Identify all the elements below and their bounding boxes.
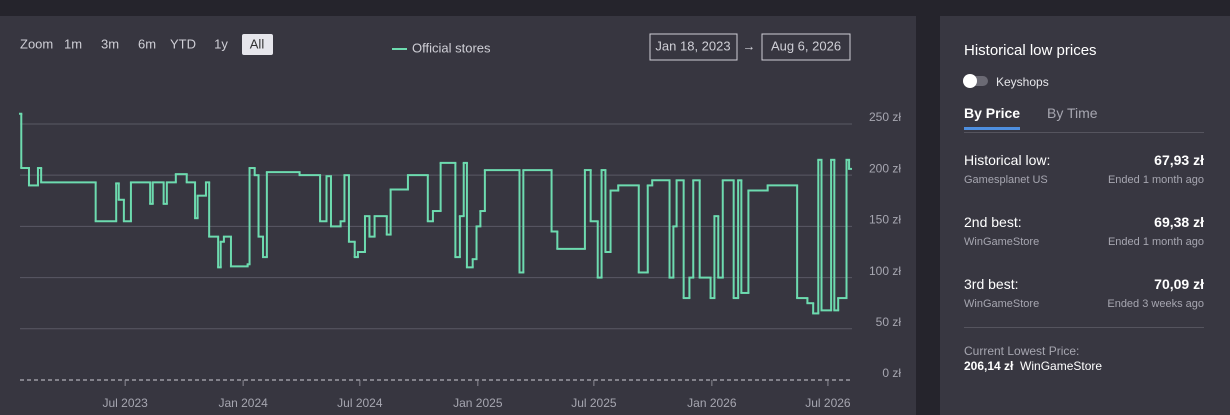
zoom-label: Zoom (20, 36, 53, 51)
x-tick-label: Jan 2024 (218, 396, 268, 410)
zoom-button[interactable]: 3m (101, 36, 119, 51)
entry-ended: Ended 3 weeks ago (1107, 298, 1204, 310)
divider (964, 132, 1204, 133)
range-to[interactable]: Aug 6, 2026 (771, 38, 841, 53)
current-store: WinGameStore (1020, 359, 1103, 373)
entry-ended: Ended 1 month ago (1107, 174, 1204, 186)
y-tick-label: 150 zł (869, 213, 901, 227)
y-tick-label: 200 zł (869, 161, 901, 175)
entry-store: WinGameStore (964, 236, 1040, 248)
entry-ended: Ended 1 month ago (1107, 236, 1204, 248)
tab[interactable]: By Time (1047, 105, 1098, 121)
panel-title: Historical low prices (964, 42, 1097, 59)
zoom-button[interactable]: YTD (170, 36, 196, 51)
zoom-button[interactable]: 1y (214, 36, 228, 51)
x-tick-label: Jan 2025 (453, 396, 503, 410)
legend-label[interactable]: Official stores (412, 40, 491, 55)
chart-panel (0, 16, 916, 415)
entry-price: 69,38 zł (1154, 214, 1204, 230)
current-price-value: 206,14 zł (964, 359, 1014, 373)
toggle-label: Keyshops (996, 75, 1049, 89)
historical-lows-panel: Historical low prices Keyshops By Price … (940, 16, 1230, 415)
x-tick-label: Jul 2026 (805, 396, 851, 410)
button-active-bg (242, 34, 273, 55)
divider (964, 327, 1204, 328)
zoom-button[interactable]: All (250, 36, 265, 51)
zoom-button[interactable]: 1m (64, 36, 82, 51)
x-tick-label: Jul 2023 (102, 396, 148, 410)
keyshops-toggle[interactable] (963, 74, 988, 88)
current-price: 206,14 zł WinGameStore (964, 359, 1102, 373)
y-tick-label: 250 zł (869, 110, 901, 124)
x-tick-label: Jul 2025 (571, 396, 617, 410)
chart: Jan 18, 2023 → Aug 6, 2026 Zoom 1m 3m 6m YTD… (0, 16, 916, 415)
y-tick-label: 50 zł (876, 315, 902, 329)
entry-price: 70,09 zł (1154, 276, 1204, 292)
range-from[interactable]: Jan 18, 2023 (655, 38, 730, 53)
entry-store: Gamesplanet US (964, 174, 1048, 186)
entry-label: Historical low: (964, 152, 1051, 168)
y-tick-label: 100 zł (869, 264, 901, 278)
y-tick-label: 0 zł (882, 366, 901, 380)
entry-label: 3rd best: (964, 276, 1019, 292)
x-tick-label: Jul 2024 (337, 396, 383, 410)
entry-label: 2nd best: (964, 214, 1022, 230)
range-arrow: → (743, 38, 756, 53)
current-label: Current Lowest Price: (964, 344, 1080, 358)
x-tick-label: Jan 2026 (687, 396, 737, 410)
zoom-button[interactable]: 6m (138, 36, 156, 51)
entry-price: 67,93 zł (1154, 152, 1204, 168)
range-from-box[interactable] (649, 33, 738, 61)
range-to-box[interactable] (761, 33, 851, 61)
tab[interactable]: By Price (964, 105, 1021, 130)
entry-store: WinGameStore (964, 298, 1040, 310)
